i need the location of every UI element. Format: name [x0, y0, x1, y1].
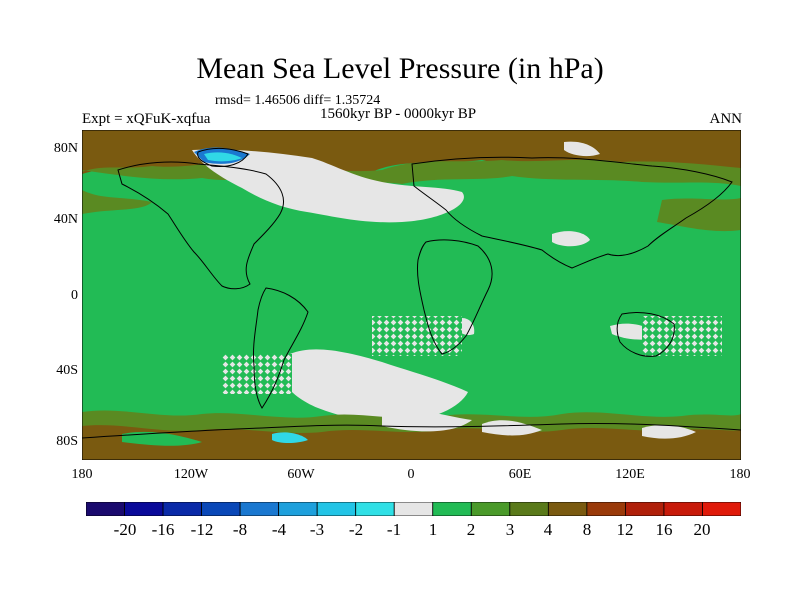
colorbar-box-3	[162, 502, 202, 516]
colorbar-label-12: 4	[543, 520, 553, 539]
lat-label-40s: 40S	[56, 363, 78, 378]
colorbar-box-15	[625, 502, 665, 516]
lon-label-60e: 60E	[508, 467, 532, 482]
colorbar-box-16	[663, 502, 703, 516]
colorbar-label-3: -12	[190, 520, 214, 539]
antarctic-green-lobe	[122, 431, 202, 446]
coastline-australia	[616, 311, 675, 357]
antarctic-brown-band	[82, 425, 741, 460]
coastline-eurasia	[411, 156, 733, 269]
colorbar-label-6: -3	[309, 520, 325, 539]
colorbar-box-1	[86, 502, 125, 516]
south-atlantic-stipple	[372, 316, 462, 356]
colorbar-box-17	[702, 502, 741, 516]
lon-label-120w: 120W	[173, 467, 209, 482]
north-atlantic-grey	[192, 149, 464, 223]
colorbar-label-7: -2	[348, 520, 364, 539]
colorbar-box-14	[586, 502, 626, 516]
colorbar-label-4: -8	[232, 520, 248, 539]
colorbar-box-8	[355, 502, 395, 516]
colorbar-label-15: 16	[655, 520, 673, 539]
colorbar-label-1: -20	[113, 520, 137, 539]
colorbar-label-13: 8	[582, 520, 592, 539]
coastline-africa	[417, 239, 493, 355]
antarctic-grey-3	[642, 425, 696, 439]
lat-label-80s: 80S	[56, 434, 78, 449]
colorbar-label-14: 12	[616, 520, 634, 539]
colorbar-label-10: 2	[466, 520, 476, 539]
coastline-greenland	[197, 147, 249, 167]
colorbar-label-16: 20	[693, 520, 711, 539]
colorbar-box-12	[509, 502, 549, 516]
antarctic-grey-2	[482, 420, 542, 436]
colorbar-box-6	[278, 502, 318, 516]
colorbar-box-7	[316, 502, 357, 516]
colorbar-box-11	[470, 502, 511, 516]
arctic-brown-band	[82, 130, 741, 174]
time-period-label: 1560kyr BP - 0000kyr BP	[320, 106, 477, 122]
coastline-north-america	[117, 161, 284, 290]
colorbar-label-8: -1	[386, 520, 402, 539]
coastline-south-america	[253, 287, 309, 409]
lat-label-40n: 40N	[53, 212, 78, 227]
map-title: Mean Sea Level Pressure (in hPa)	[196, 52, 604, 85]
season-label: ANN	[709, 111, 743, 127]
colorbar-label-5: -4	[271, 520, 287, 539]
colorbar-box-10	[432, 502, 472, 516]
lon-label-180e: 180	[729, 467, 751, 482]
southern-ocean-stipple	[642, 316, 722, 356]
colorbar	[86, 502, 741, 516]
lon-label-180w: 180	[71, 467, 93, 482]
pressure-map	[82, 130, 741, 460]
colorbar-label-11: 3	[505, 520, 515, 539]
colorbar-box-13	[547, 502, 588, 516]
lon-label-0: 0	[407, 467, 415, 482]
weddell-cyan	[272, 432, 308, 443]
colorbar-box-2	[124, 502, 164, 516]
lon-label-120e: 120E	[615, 467, 645, 482]
greenland-cyan	[204, 152, 242, 162]
lat-label-80n: 80N	[53, 141, 78, 156]
colorbar-label-9: 1	[428, 520, 438, 539]
south-atlantic-grey	[278, 349, 468, 423]
antarctic-grey-1	[382, 409, 472, 432]
chile-stipple	[222, 354, 292, 394]
lat-label-0: 0	[71, 288, 78, 303]
coastline-antarctica	[82, 422, 741, 439]
rmsd-diff-stats: rmsd= 1.46506 diff= 1.35724	[215, 93, 381, 108]
pacific-grey-patch	[552, 231, 590, 247]
colorbar-label-2: -16	[151, 520, 175, 539]
colorbar-box-4	[201, 502, 241, 516]
colorbar-box-9	[393, 502, 434, 516]
svalbard-grey	[564, 141, 600, 157]
lon-label-60w: 60W	[287, 467, 315, 482]
colorbar-box-5	[239, 502, 280, 516]
pacific-olive-north	[82, 190, 152, 214]
experiment-label: Expt = xQFuK-xqfua	[82, 111, 211, 127]
pacific-olive-east	[657, 198, 741, 232]
